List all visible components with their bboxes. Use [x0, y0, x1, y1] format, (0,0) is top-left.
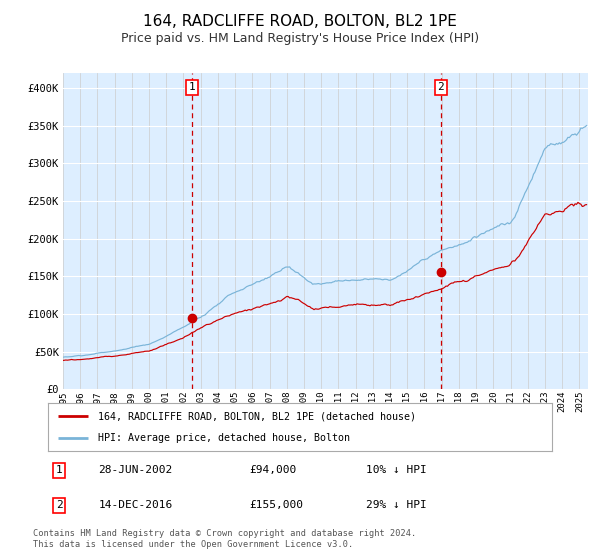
Text: 164, RADCLIFFE ROAD, BOLTON, BL2 1PE (detached house): 164, RADCLIFFE ROAD, BOLTON, BL2 1PE (de…: [98, 411, 416, 421]
Text: 1: 1: [188, 82, 196, 92]
Text: 1: 1: [56, 465, 62, 475]
Text: 28-JUN-2002: 28-JUN-2002: [98, 465, 173, 475]
Text: 14-DEC-2016: 14-DEC-2016: [98, 501, 173, 510]
Text: HPI: Average price, detached house, Bolton: HPI: Average price, detached house, Bolt…: [98, 433, 350, 443]
Text: 2: 2: [56, 501, 62, 510]
Text: £155,000: £155,000: [250, 501, 304, 510]
Text: 29% ↓ HPI: 29% ↓ HPI: [365, 501, 426, 510]
Text: Price paid vs. HM Land Registry's House Price Index (HPI): Price paid vs. HM Land Registry's House …: [121, 32, 479, 45]
Text: 2: 2: [437, 82, 445, 92]
Text: Contains HM Land Registry data © Crown copyright and database right 2024.
This d: Contains HM Land Registry data © Crown c…: [33, 529, 416, 549]
Text: 10% ↓ HPI: 10% ↓ HPI: [365, 465, 426, 475]
Text: £94,000: £94,000: [250, 465, 297, 475]
Text: 164, RADCLIFFE ROAD, BOLTON, BL2 1PE: 164, RADCLIFFE ROAD, BOLTON, BL2 1PE: [143, 14, 457, 29]
